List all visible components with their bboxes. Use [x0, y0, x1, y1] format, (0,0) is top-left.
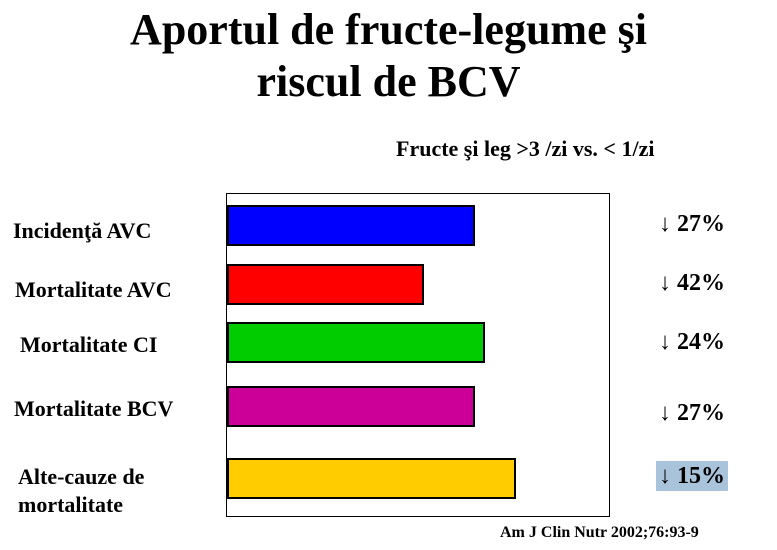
chart-subtitle: Fructe şi leg >3 /zi vs. < 1/zi — [396, 136, 655, 161]
category-label: Alte-cauze de mortalitate — [18, 464, 145, 517]
title-line-1: Aportul de fructe-legume şi — [130, 5, 647, 54]
value-label: ↓ 15% — [656, 461, 728, 491]
bar-4 — [227, 386, 475, 427]
chart-title: Aportul de fructe-legume şi riscul de BC… — [0, 4, 777, 108]
title-line-2: riscul de BCV — [256, 57, 521, 106]
category-label: Mortalitate CI — [20, 332, 158, 357]
source-citation: Am J Clin Nutr 2002;76:93-9 — [500, 524, 699, 541]
value-label: ↓ 27% — [659, 211, 725, 237]
value-label: ↓ 42% — [659, 270, 725, 296]
category-label: Mortalitate BCV — [14, 396, 174, 421]
plot-frame — [226, 193, 610, 517]
bar-2 — [227, 264, 424, 305]
category-label: Mortalitate AVC — [15, 277, 172, 302]
bar-1 — [227, 205, 475, 246]
bar-5 — [227, 458, 516, 499]
value-label: ↓ 27% — [659, 400, 725, 426]
value-label: ↓ 24% — [659, 329, 725, 355]
bar-3 — [227, 322, 485, 363]
category-label: Incidenţă AVC — [13, 218, 152, 243]
